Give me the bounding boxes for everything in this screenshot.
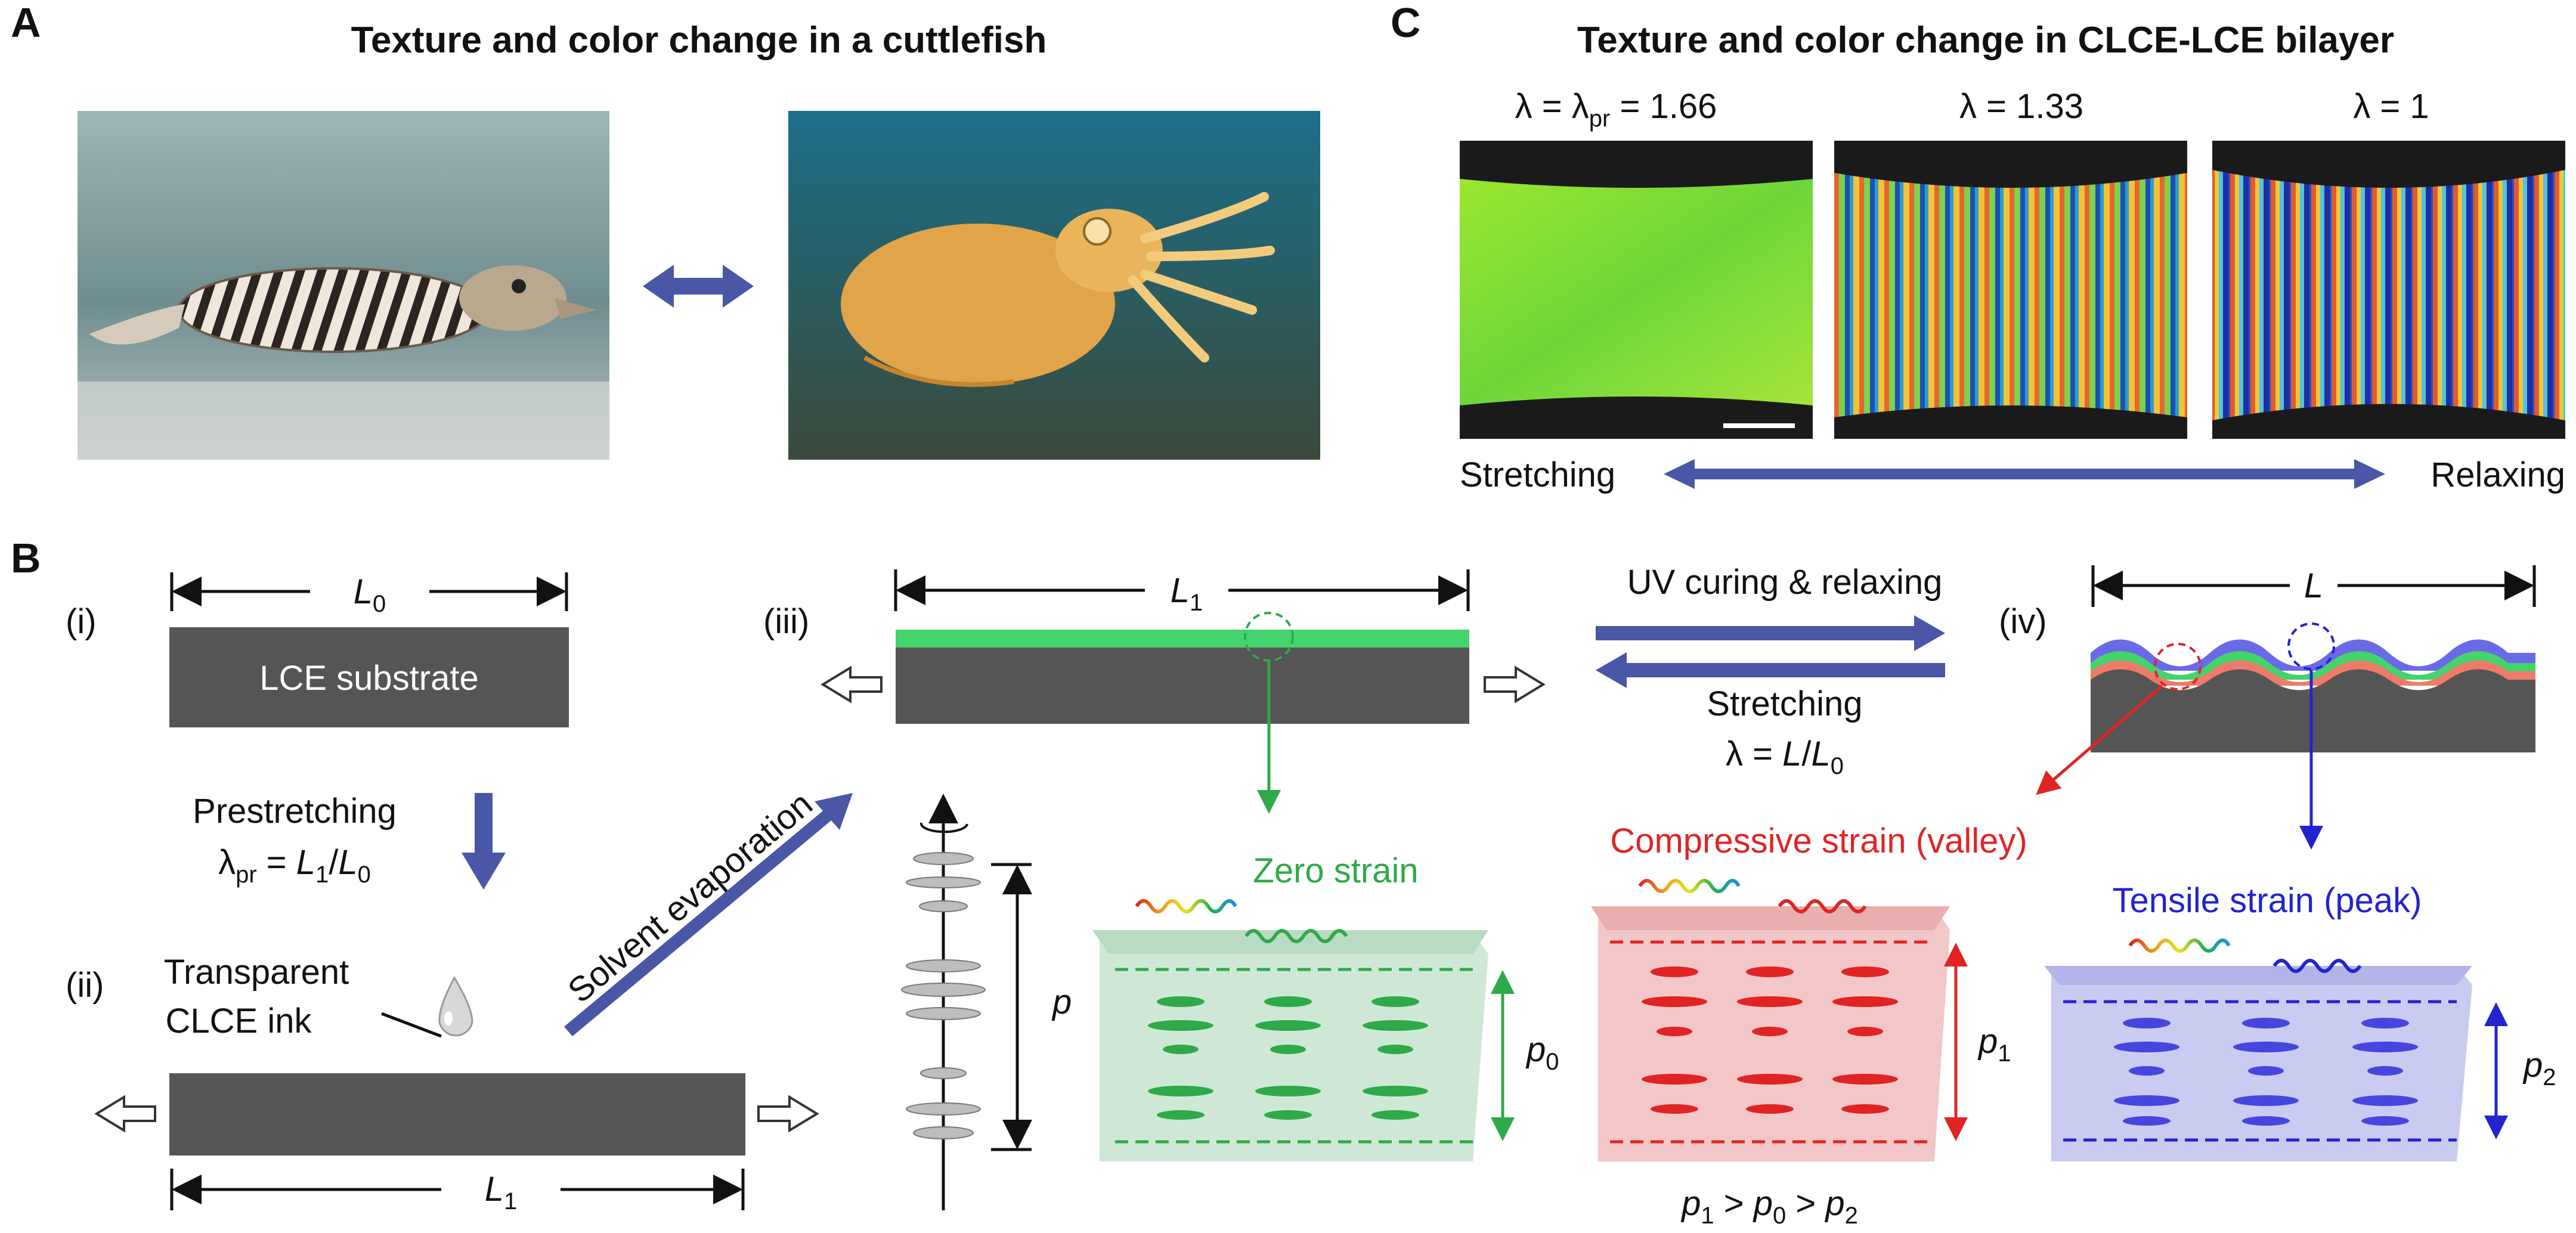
- step-iii-label: (iii): [763, 602, 809, 641]
- ink-label-line1: Transparent: [164, 953, 349, 992]
- zero-strain-label: Zero strain: [1253, 851, 1418, 890]
- double-arrow-panel-a: [643, 265, 754, 308]
- pitch-p-label: p: [1051, 983, 1072, 1021]
- L1-label-bottom: L1: [485, 1170, 518, 1215]
- pull-right-arrow-iii: [1484, 665, 1546, 704]
- stretching-arrow-b: [1596, 652, 1945, 688]
- panel-a-letter: A: [11, 0, 41, 46]
- pull-left-arrow-ii: [94, 1095, 156, 1133]
- lambda-ratio-label: λ = L/L0: [1726, 735, 1844, 779]
- clce-coating-layer: [896, 630, 1469, 648]
- relaxing-label-c: Relaxing: [2431, 456, 2565, 494]
- dimension-L1-top: [894, 569, 1470, 611]
- compressive-strain-label: Compressive strain (valley): [1610, 822, 2027, 860]
- prestretching-label: Prestretching: [193, 792, 397, 831]
- L-label: L: [2304, 566, 2323, 605]
- scale-bar: [1723, 423, 1795, 428]
- panel-b-letter: B: [11, 535, 41, 581]
- prestretch-arrow: [462, 793, 506, 890]
- panel-c-letter: C: [1391, 0, 1421, 46]
- bilayer-photo-1: [1460, 141, 1813, 439]
- compressive-strain-box: [1591, 879, 1968, 1161]
- pull-left-arrow-iii: [821, 665, 883, 704]
- stretched-substrate: [169, 1073, 745, 1155]
- solvent-arrow: [564, 793, 853, 1036]
- cuttlefish-photo-right: [788, 111, 1320, 460]
- lambda-label-2: λ = 1.33: [1959, 87, 2083, 126]
- uv-curing-arrow: [1596, 615, 1945, 651]
- p1-label: p1: [1977, 1022, 2011, 1067]
- dimension-L0: [170, 572, 568, 611]
- uv-curing-label: UV curing & relaxing: [1627, 563, 1943, 602]
- tensile-strain-label: Tensile strain (peak): [2113, 881, 2422, 920]
- solvent-label: Solvent evaporation: [561, 784, 820, 1010]
- double-arrow-panel-c: [1664, 459, 2385, 489]
- step-iv-label: (iv): [1999, 602, 2047, 641]
- helix-pitch-diagram: [901, 794, 1032, 1210]
- panel-a-title: Texture and color change in a cuttlefish: [351, 20, 1047, 61]
- lambda-label-3: λ = 1: [2353, 87, 2429, 126]
- lambda-pr-equation: λpr = L1/L0: [218, 843, 371, 888]
- dimension-L1-bottom: [170, 1169, 745, 1210]
- p0-label: p0: [1525, 1030, 1559, 1075]
- stretching-label-c: Stretching: [1460, 456, 1615, 494]
- zoom-circle-red: [2154, 643, 2202, 690]
- pull-right-arrow-ii: [757, 1095, 819, 1133]
- lce-substrate: [169, 627, 569, 727]
- bilayer-photo-3: [2212, 141, 2565, 439]
- tensile-strain-box: [2044, 938, 2508, 1161]
- pitch-relation-label: p1 > p0 > p2: [1680, 1184, 1858, 1229]
- zero-strain-box: [1092, 899, 1515, 1161]
- ink-label-line2: CLCE ink: [166, 1002, 312, 1040]
- lambda-label-1: λ = λpr = 1.66: [1515, 87, 1717, 132]
- L0-label: L0: [354, 572, 386, 617]
- step-i-label: (i): [66, 602, 97, 641]
- L1-label-top: L1: [1171, 571, 1203, 616]
- lce-substrate-label: LCE substrate: [259, 659, 479, 698]
- zoom-circle-blue: [2287, 622, 2335, 670]
- stretching-label-b: Stretching: [1707, 684, 1862, 723]
- step-ii-label: (ii): [66, 966, 104, 1005]
- bilayer-photo-2: [1834, 141, 2187, 439]
- p2-label: p2: [2522, 1046, 2556, 1091]
- panel-c-title: Texture and color change in CLCE-LCE bil…: [1577, 20, 2394, 61]
- dimension-L: [2091, 565, 2536, 607]
- substrate-iii: [896, 648, 1469, 724]
- wrinkled-bilayer: [2091, 639, 2535, 752]
- ink-droplet-icon: [438, 975, 473, 1037]
- cuttlefish-photo-left: [78, 111, 609, 460]
